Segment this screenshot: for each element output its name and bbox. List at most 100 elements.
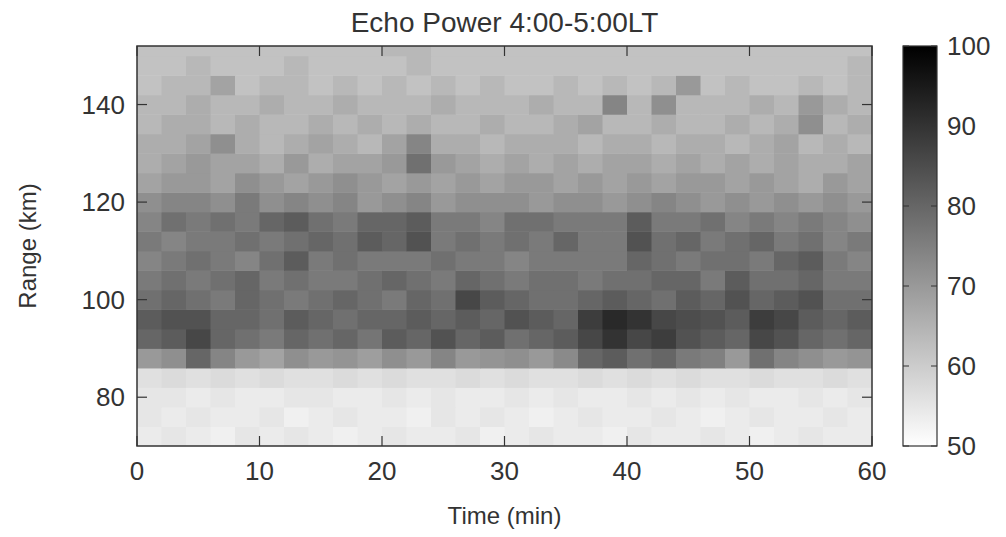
x-tick-label: 40 xyxy=(613,456,642,486)
colorbar-tick xyxy=(931,206,937,207)
cell xyxy=(480,270,505,290)
cell xyxy=(358,270,383,290)
cell xyxy=(260,290,285,310)
cell xyxy=(358,348,383,368)
cell xyxy=(309,95,334,115)
cell xyxy=(284,426,309,446)
cell xyxy=(284,407,309,427)
cell xyxy=(750,173,775,193)
cell xyxy=(627,114,652,134)
cell xyxy=(603,153,628,173)
cell xyxy=(407,46,432,56)
cell xyxy=(456,134,481,154)
cell xyxy=(848,46,873,56)
cell xyxy=(554,192,579,212)
cell xyxy=(578,173,603,193)
cell xyxy=(774,251,799,271)
cell xyxy=(505,56,530,76)
cell xyxy=(186,309,211,329)
cell xyxy=(260,231,285,251)
cell xyxy=(382,251,407,271)
cell xyxy=(627,46,652,56)
y-tick-right xyxy=(862,299,872,300)
cell xyxy=(431,95,456,115)
cell xyxy=(725,426,750,446)
cell xyxy=(725,348,750,368)
cell xyxy=(235,192,260,212)
cell xyxy=(137,348,162,368)
cell xyxy=(235,426,260,446)
cell xyxy=(603,426,628,446)
cell xyxy=(848,192,873,212)
cell xyxy=(358,192,383,212)
cell xyxy=(284,212,309,232)
cell xyxy=(431,251,456,271)
cell xyxy=(603,329,628,349)
cell xyxy=(627,426,652,446)
cell xyxy=(358,56,383,76)
cell xyxy=(799,348,824,368)
cell xyxy=(407,387,432,407)
cell xyxy=(358,231,383,251)
cell xyxy=(529,309,554,329)
cell xyxy=(162,368,187,388)
cell xyxy=(284,270,309,290)
cell xyxy=(725,251,750,271)
cell xyxy=(652,348,677,368)
cell xyxy=(358,407,383,427)
cell xyxy=(211,309,236,329)
cell xyxy=(750,309,775,329)
cell xyxy=(676,426,701,446)
cell xyxy=(578,114,603,134)
cell xyxy=(407,407,432,427)
cell xyxy=(358,75,383,95)
cell xyxy=(725,407,750,427)
cell xyxy=(505,231,530,251)
cell xyxy=(407,329,432,349)
y-tick xyxy=(137,397,147,398)
cell xyxy=(211,212,236,232)
cell xyxy=(652,46,677,56)
cell xyxy=(725,56,750,76)
x-tick-top xyxy=(381,46,382,56)
cell xyxy=(799,251,824,271)
y-tick-label: 80 xyxy=(96,382,125,412)
x-tick-top xyxy=(136,46,137,56)
cell xyxy=(333,387,358,407)
cell xyxy=(554,426,579,446)
cell xyxy=(382,387,407,407)
cell xyxy=(750,153,775,173)
cell xyxy=(480,134,505,154)
cell xyxy=(284,348,309,368)
cell xyxy=(774,329,799,349)
cell xyxy=(676,134,701,154)
cell xyxy=(137,153,162,173)
cell xyxy=(235,348,260,368)
cell xyxy=(701,231,726,251)
cell xyxy=(774,407,799,427)
cell xyxy=(676,348,701,368)
cell xyxy=(480,426,505,446)
cell xyxy=(701,387,726,407)
cells xyxy=(137,46,872,446)
cell xyxy=(578,75,603,95)
cell xyxy=(750,329,775,349)
colorbar-tick xyxy=(931,446,937,447)
cell xyxy=(186,114,211,134)
cell xyxy=(260,426,285,446)
cell xyxy=(529,56,554,76)
cell xyxy=(456,368,481,388)
x-tick-top xyxy=(259,46,260,56)
colorbar-tick-label: 60 xyxy=(947,351,976,381)
cell xyxy=(578,192,603,212)
cell xyxy=(774,387,799,407)
cell xyxy=(260,95,285,115)
cell xyxy=(211,153,236,173)
cell xyxy=(162,134,187,154)
cell xyxy=(480,368,505,388)
cell xyxy=(725,134,750,154)
cell xyxy=(456,153,481,173)
plot-frame xyxy=(137,46,872,446)
cell xyxy=(627,407,652,427)
cell xyxy=(676,173,701,193)
